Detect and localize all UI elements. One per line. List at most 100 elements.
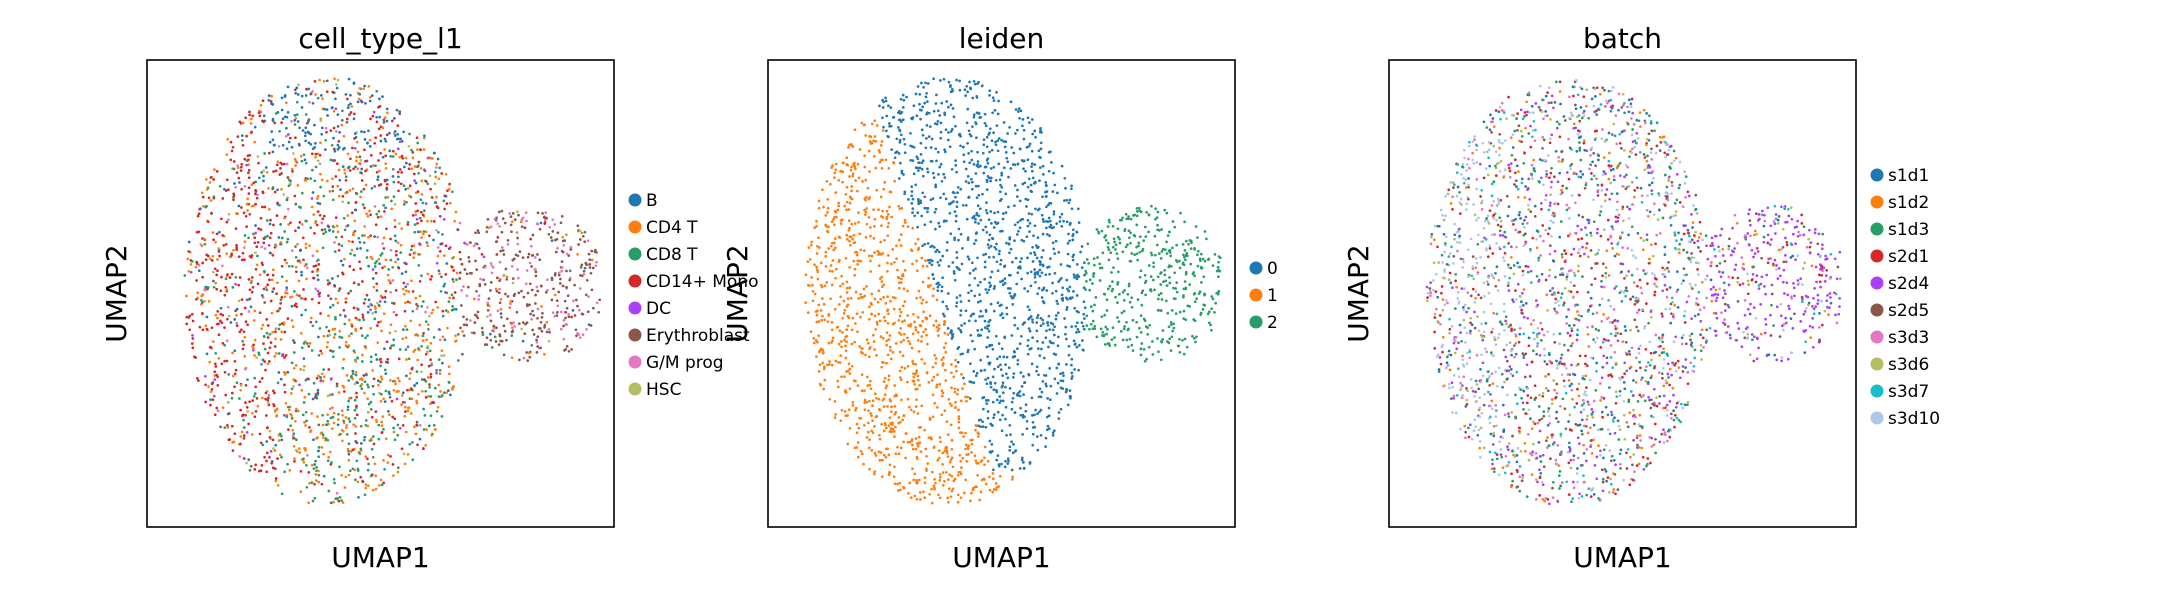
data-point [242, 246, 246, 249]
data-point [892, 475, 896, 479]
data-point [548, 330, 551, 334]
data-point [899, 112, 902, 115]
data-point [252, 343, 255, 347]
data-point [387, 410, 390, 413]
data-point [346, 408, 350, 412]
data-point [1163, 208, 1167, 212]
data-point [990, 443, 994, 446]
data-point [525, 321, 529, 325]
data-point [415, 218, 419, 221]
data-point [943, 148, 946, 152]
data-point [274, 477, 278, 480]
data-point [310, 205, 314, 209]
data-point [521, 256, 525, 260]
data-point [830, 283, 834, 287]
data-point [417, 392, 420, 396]
data-point [355, 192, 359, 196]
data-point [371, 455, 375, 459]
data-point [986, 336, 990, 339]
data-point [203, 375, 207, 378]
data-point [254, 180, 258, 184]
data-point [1170, 323, 1173, 327]
data-point [549, 236, 553, 239]
data-point [536, 335, 540, 339]
data-point [839, 222, 843, 225]
data-point [969, 499, 972, 503]
data-point [356, 167, 360, 171]
data-point [271, 273, 275, 277]
data-point [280, 275, 284, 279]
data-point [383, 178, 387, 182]
data-point [429, 278, 432, 281]
data-point [420, 370, 423, 374]
data-point [951, 107, 955, 110]
data-point [485, 336, 489, 340]
data-point [925, 300, 928, 304]
data-point [290, 414, 293, 417]
data-point [301, 413, 305, 417]
data-point [882, 429, 886, 433]
data-point [379, 151, 382, 155]
data-point [536, 316, 539, 320]
data-point [910, 190, 914, 193]
data-point [186, 257, 190, 261]
data-point [363, 130, 366, 134]
data-point [878, 160, 882, 164]
data-point [1126, 292, 1130, 296]
data-point [915, 259, 918, 263]
data-point [262, 169, 266, 172]
data-point [976, 300, 980, 304]
data-point [896, 268, 899, 272]
data-point [981, 314, 984, 318]
data-point [388, 331, 392, 335]
data-point [520, 289, 523, 293]
data-point [842, 312, 846, 315]
data-point [405, 328, 409, 331]
data-point [424, 396, 428, 399]
data-point [414, 202, 418, 205]
data-point [1033, 271, 1037, 275]
data-point [886, 447, 889, 451]
data-point [224, 189, 228, 192]
data-point [981, 228, 985, 232]
data-point [290, 417, 294, 420]
data-point [911, 226, 915, 230]
data-point [334, 130, 338, 133]
data-point [287, 428, 290, 431]
data-point [884, 99, 888, 103]
data-point [914, 242, 917, 246]
data-point [496, 236, 500, 239]
data-point [898, 129, 902, 133]
data-point [224, 277, 228, 281]
data-point [391, 415, 394, 419]
data-point [911, 211, 914, 214]
data-point [340, 123, 344, 127]
data-point [536, 307, 540, 311]
data-point [321, 436, 325, 439]
data-point [540, 329, 544, 333]
data-point [939, 440, 942, 444]
panel-leiden: leiden UMAP1 UMAP2 0 1 2 [721, 22, 1278, 574]
data-point [1055, 299, 1059, 303]
data-point [956, 360, 960, 364]
data-point [1124, 212, 1128, 216]
data-point [437, 383, 441, 387]
data-point [942, 356, 945, 359]
data-point [400, 227, 404, 230]
data-point [1003, 336, 1007, 340]
data-point [528, 282, 532, 286]
data-point [991, 472, 995, 475]
data-point [228, 438, 232, 441]
data-point [190, 342, 194, 345]
data-point [863, 213, 867, 216]
data-point [530, 265, 533, 268]
data-point [840, 218, 844, 222]
data-point [833, 416, 837, 419]
data-point [965, 121, 969, 125]
data-point [287, 184, 291, 188]
data-point [510, 356, 514, 360]
data-point [881, 337, 885, 340]
data-point [240, 298, 244, 301]
data-point [850, 364, 854, 368]
data-point [321, 413, 324, 417]
